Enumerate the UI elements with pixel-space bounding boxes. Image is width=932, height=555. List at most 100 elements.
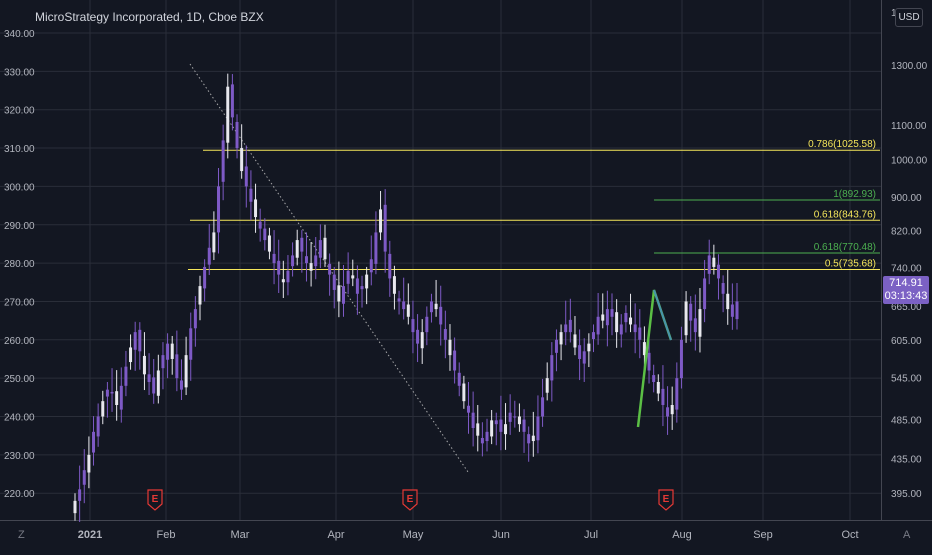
candle: [129, 334, 133, 370]
candle: [661, 365, 665, 427]
candle: [536, 395, 540, 454]
candle-body: [156, 370, 160, 396]
candle: [138, 322, 142, 370]
candle: [119, 367, 123, 423]
candle-body: [480, 437, 484, 444]
time-tick-label: Sep: [753, 529, 773, 541]
candle-body: [105, 389, 109, 397]
candle: [568, 298, 572, 343]
candle-body: [332, 274, 336, 290]
candle-body: [730, 304, 734, 317]
right-tick-label: 665.00: [891, 302, 922, 313]
candle-body: [323, 237, 327, 260]
fib-level-label: 1(892.93): [833, 189, 876, 200]
candle-body: [633, 324, 637, 333]
candle-body: [383, 204, 387, 252]
candle: [638, 309, 642, 359]
candle: [707, 239, 711, 285]
candle-body: [494, 420, 498, 425]
candle-body: [656, 381, 660, 394]
candle: [679, 326, 683, 389]
candle-body: [263, 228, 267, 241]
candle: [235, 114, 239, 159]
candle: [647, 339, 651, 384]
candle-body: [388, 253, 392, 279]
time-tick-label: Mar: [231, 529, 250, 541]
candle-body: [698, 309, 702, 337]
candle-body: [587, 343, 591, 352]
candle: [198, 275, 202, 321]
candle: [554, 329, 558, 372]
candle: [453, 337, 457, 384]
candle: [735, 283, 739, 330]
currency-button[interactable]: USD: [895, 8, 923, 27]
left-tick-label: 270.00: [4, 297, 35, 308]
candle-body: [175, 354, 179, 379]
candle-body: [629, 317, 633, 325]
candle: [217, 167, 221, 254]
candle: [730, 283, 734, 330]
candle-body: [193, 309, 197, 329]
candle-body: [707, 255, 711, 274]
candle-body: [615, 312, 619, 333]
candle-body: [203, 266, 207, 289]
time-tick-label: Oct: [841, 529, 858, 541]
left-tick-label: 300.00: [4, 182, 35, 193]
candle-body: [402, 301, 406, 310]
candle-body: [735, 301, 739, 320]
candle-body: [217, 186, 221, 233]
candle: [332, 266, 336, 309]
candle: [476, 404, 480, 452]
candle: [675, 362, 679, 423]
earnings-badge: [402, 489, 418, 511]
candle: [670, 386, 674, 430]
candle-body: [693, 318, 697, 333]
auto-scale-icon[interactable]: A: [903, 529, 911, 541]
candle-body: [508, 412, 512, 422]
candle: [254, 183, 258, 233]
candle-body: [374, 232, 378, 264]
candle-body: [591, 332, 595, 340]
candle-body: [360, 286, 364, 290]
candle: [712, 244, 716, 275]
candle: [420, 319, 424, 364]
candle-body: [647, 352, 651, 371]
candle-body: [258, 221, 262, 229]
candle: [703, 260, 707, 323]
candle-body: [392, 276, 396, 294]
candle-body: [490, 420, 494, 437]
time-tick-label: May: [403, 529, 424, 541]
left-tick-label: 340.00: [4, 29, 35, 40]
candle-body: [101, 401, 105, 417]
candle: [721, 275, 725, 313]
candle-body: [115, 391, 119, 405]
candle-body: [152, 377, 156, 394]
candle-body: [439, 306, 443, 325]
candle-body: [610, 309, 614, 317]
candle-body: [416, 329, 420, 344]
candle-body: [527, 434, 531, 444]
candle-body: [184, 355, 188, 388]
zoom-icon[interactable]: Z: [18, 529, 25, 541]
candle: [286, 255, 290, 296]
last-price-badge: 714.91 03:13:43: [883, 276, 929, 304]
candle-body: [504, 424, 508, 435]
earnings-marker: E: [402, 489, 418, 511]
candle: [291, 242, 295, 277]
candle: [629, 293, 633, 333]
time-tick-label: 2021: [78, 529, 102, 541]
candle-body: [619, 324, 623, 335]
candle-body: [568, 319, 572, 333]
candle-body: [721, 283, 725, 294]
candle: [684, 291, 688, 343]
right-tick-label: 900.00: [891, 193, 922, 204]
candle-body: [286, 270, 290, 283]
candle-body: [379, 209, 383, 233]
candle: [277, 239, 281, 294]
right-tick-label: 605.00: [891, 336, 922, 347]
candle: [263, 218, 267, 251]
candle: [388, 240, 392, 297]
